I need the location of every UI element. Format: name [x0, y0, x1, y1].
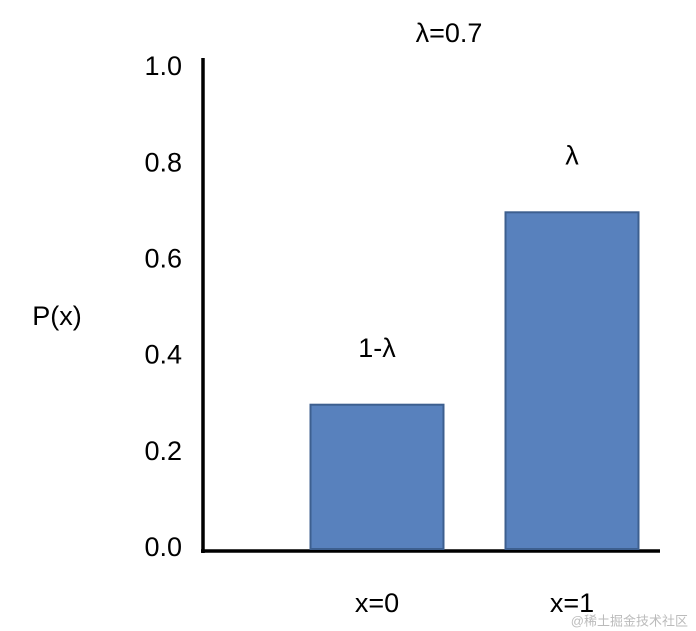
y-tick-label: 0.0: [144, 532, 182, 562]
y-tick-label: 0.8: [144, 147, 182, 177]
y-axis-label: P(x): [32, 301, 82, 331]
y-tick-label: 0.2: [144, 436, 182, 466]
bar: [504, 211, 640, 551]
x-tick-label: x=0: [355, 588, 399, 618]
y-tick-label: 0.6: [144, 244, 182, 274]
y-tick-label: 1.0: [144, 51, 182, 81]
bar-annotation: 1-λ: [358, 333, 396, 363]
x-tick-label: x=1: [550, 588, 594, 618]
bar: [309, 403, 445, 551]
y-tick-label: 0.4: [144, 340, 182, 370]
chart-title: λ=0.7: [416, 18, 483, 48]
bar-annotation: λ: [565, 140, 579, 170]
watermark: @稀土掘金技术社区: [571, 613, 688, 628]
